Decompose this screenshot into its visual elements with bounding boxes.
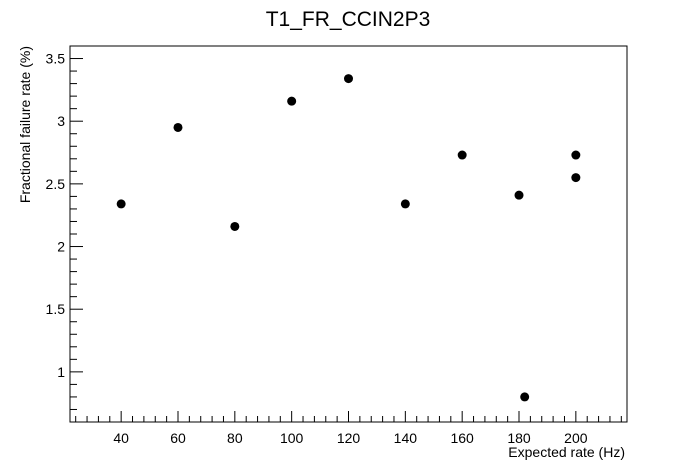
y-tick-label: 2.5 xyxy=(46,176,66,192)
data-point xyxy=(514,190,524,200)
x-tick-label: 60 xyxy=(170,430,186,446)
x-tick-label: 80 xyxy=(227,430,243,446)
y-axis: 1 1.5 2 2.5 3 3.5 xyxy=(46,45,83,423)
data-point xyxy=(571,173,581,183)
data-point xyxy=(344,74,353,84)
chart-title: T1_FR_CCIN2P3 xyxy=(266,8,431,31)
y-tick-label: 1.5 xyxy=(46,301,66,317)
x-tick-label: 160 xyxy=(450,430,474,446)
data-point xyxy=(400,199,410,209)
x-tick-label: 200 xyxy=(564,430,588,446)
data-point xyxy=(230,221,240,231)
data-point xyxy=(571,150,581,160)
x-tick-label: 40 xyxy=(113,430,129,446)
x-axis: 40 60 80 100 120 140 160 180 200 xyxy=(75,411,622,446)
y-tick-label: 2 xyxy=(57,239,65,255)
y-axis-label: Fractional failure rate (%) xyxy=(17,46,33,203)
y-tick-label: 3 xyxy=(57,113,65,129)
data-point xyxy=(457,150,467,160)
x-tick-label: 120 xyxy=(337,430,361,446)
x-tick-label: 100 xyxy=(280,430,304,446)
plot-frame xyxy=(69,45,628,423)
y-tick-label: 1 xyxy=(57,364,65,380)
x-axis-label: Expected rate (Hz) xyxy=(508,444,625,460)
x-tick-label: 180 xyxy=(507,430,531,446)
data-point xyxy=(173,122,183,132)
data-point xyxy=(287,96,297,106)
x-tick-label: 140 xyxy=(394,430,418,446)
y-tick-label: 3.5 xyxy=(46,51,66,67)
data-point xyxy=(520,392,530,402)
data-points xyxy=(116,74,581,402)
data-point xyxy=(116,199,126,209)
